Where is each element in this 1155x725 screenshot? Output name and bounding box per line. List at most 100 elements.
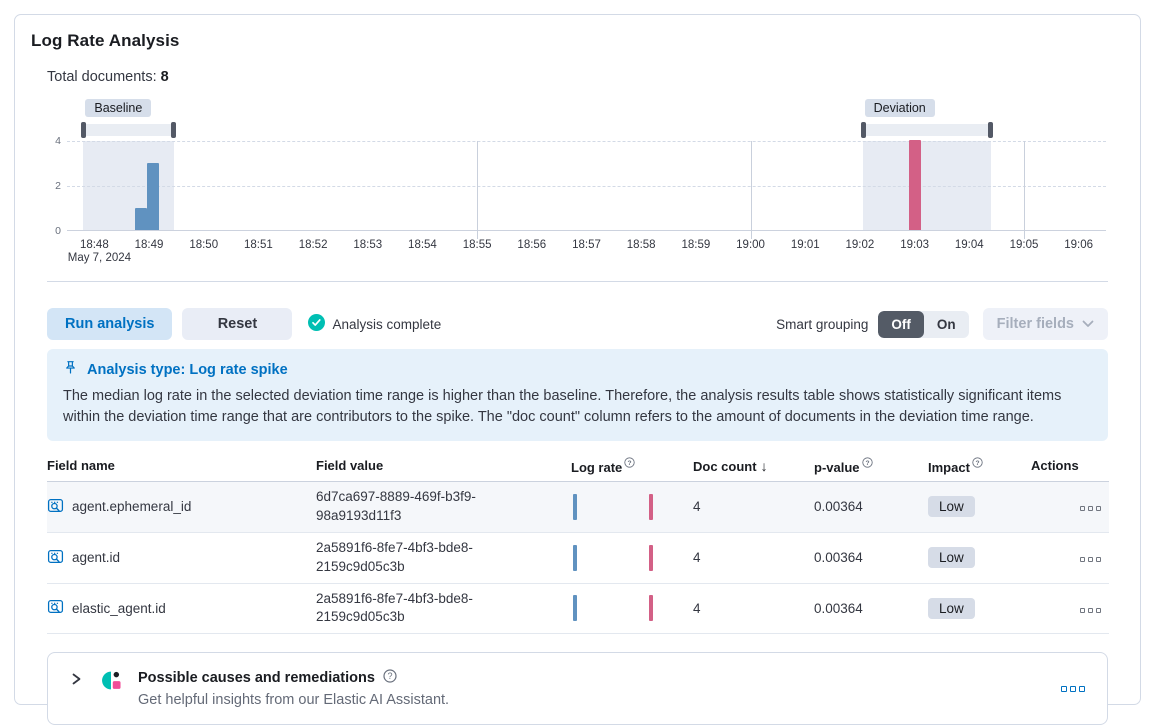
table-row: agent.id 2a5891f6-8fe7-4bf3-bde8-2159c9d0… xyxy=(47,532,1109,584)
field-name: agent.id xyxy=(72,550,121,566)
total-documents-label: Total documents: xyxy=(47,69,157,85)
impact-badge: Low xyxy=(928,597,975,619)
column-header-impact[interactable]: Impact? xyxy=(928,453,1031,483)
smart-grouping-toggle[interactable]: Off On xyxy=(878,310,969,338)
x-axis-tick-label: 18:59 xyxy=(681,239,711,251)
column-header-actions: Actions xyxy=(1031,453,1109,483)
baseline-rate-bar xyxy=(573,595,577,622)
baseline-badge: Baseline xyxy=(85,99,152,117)
row-actions-icon[interactable] xyxy=(1080,607,1101,613)
total-documents-value: 8 xyxy=(160,69,169,85)
smart-grouping-label: Smart grouping xyxy=(776,316,869,332)
impact-badge: Low xyxy=(928,547,975,569)
chart-plot-area[interactable] xyxy=(67,140,1106,239)
chart-brush-track[interactable] xyxy=(67,122,1106,139)
x-axis-tick-label: 18:49 xyxy=(134,239,164,251)
analysis-type-callout: Analysis type: Log rate spike The median… xyxy=(47,349,1108,442)
deviation-rate-bar xyxy=(649,544,653,571)
chevron-down-icon xyxy=(1082,316,1094,332)
check-circle-icon xyxy=(308,314,326,334)
sort-desc-icon: ↓ xyxy=(760,457,768,474)
field-name: agent.ephemeral_id xyxy=(72,499,192,515)
run-analysis-button[interactable]: Run analysis xyxy=(47,308,173,340)
impact-badge: Low xyxy=(928,496,975,518)
section-divider xyxy=(47,281,1108,282)
toggle-off-option[interactable]: Off xyxy=(878,310,924,338)
log-rate-mini-chart xyxy=(571,594,663,622)
field-inspect-icon[interactable] xyxy=(47,548,64,568)
log-rate-mini-chart xyxy=(571,493,663,521)
field-value: 6d7ca697-8889-469f-b3f9-98a9193d11f3 xyxy=(316,489,476,523)
x-axis-tick-label: 18:50 xyxy=(189,239,219,251)
total-documents: Total documents: 8 xyxy=(47,69,1108,85)
analysis-status: Analysis complete xyxy=(308,314,441,334)
svg-text:?: ? xyxy=(387,671,392,681)
ai-assistant-panel[interactable]: Possible causes and remediations ? Get h… xyxy=(47,652,1108,725)
chevron-right-icon[interactable] xyxy=(70,672,83,689)
y-axis-tick-label: 2 xyxy=(55,180,61,192)
doc-count-value: 4 xyxy=(693,600,701,616)
deviation-badge: Deviation xyxy=(864,99,935,117)
callout-title: Analysis type: Log rate spike xyxy=(87,361,288,378)
x-axis-tick-label: 18:51 xyxy=(244,239,273,251)
field-inspect-icon[interactable] xyxy=(47,598,64,618)
analysis-status-label: Analysis complete xyxy=(332,316,442,332)
brush-handle[interactable] xyxy=(170,122,176,138)
column-header-p-value[interactable]: p-value? xyxy=(814,453,928,483)
x-axis-tick-label: 18:58 xyxy=(626,239,656,251)
ai-panel-title: Possible causes and remediations xyxy=(138,669,375,686)
ai-assistant-icon xyxy=(101,670,122,694)
y-axis-tick-label: 4 xyxy=(55,135,61,147)
y-axis-tick-label: 0 xyxy=(55,225,61,237)
help-circle-icon[interactable]: ? xyxy=(383,669,397,686)
x-axis-tick-label: 18:57 xyxy=(572,239,601,251)
info-circle-icon[interactable]: ? xyxy=(861,456,873,471)
info-circle-icon[interactable]: ? xyxy=(624,456,635,471)
column-header-field-value[interactable]: Field value xyxy=(316,453,571,483)
x-axis-tick-label: 19:03 xyxy=(900,239,929,251)
deviation-brush[interactable] xyxy=(860,122,994,138)
chart-y-axis: 0 2 4 xyxy=(47,99,63,239)
table-row: elastic_agent.id 2a5891f6-8fe7-4bf3-bde8-… xyxy=(47,583,1109,635)
x-axis-tick-label: 19:05 xyxy=(1009,239,1039,251)
column-header-log-rate[interactable]: Log rate? xyxy=(571,453,693,483)
svg-text:?: ? xyxy=(975,460,979,467)
analysis-results-table: Field name Field value Log rate? Doc cou… xyxy=(47,453,1109,635)
x-axis-date-label: May 7, 2024 xyxy=(67,252,132,264)
x-axis-tick-label: 18:54 xyxy=(408,239,437,251)
doc-count-value: 4 xyxy=(693,499,701,515)
toggle-on-option[interactable]: On xyxy=(936,316,956,332)
x-axis-tick-label: 19:01 xyxy=(790,239,820,251)
x-axis-tick-label: 18:55 xyxy=(462,239,492,251)
info-circle-icon[interactable]: ? xyxy=(972,456,983,471)
filter-fields-label: Filter fields xyxy=(996,316,1074,332)
page-title: Log Rate Analysis xyxy=(31,31,180,50)
log-rate-analysis-panel: Log Rate Analysis Total documents: 8 0 2 4… xyxy=(14,14,1141,725)
column-header-doc-count[interactable]: Doc count ↓ xyxy=(693,453,814,483)
actions-menu-icon[interactable] xyxy=(1061,685,1085,692)
field-value: 2a5891f6-8fe7-4bf3-bde8-2159c9d05c3b xyxy=(316,539,473,574)
row-actions-icon[interactable] xyxy=(1080,557,1101,563)
baseline-brush[interactable] xyxy=(81,122,176,138)
field-value: 2a5891f6-8fe7-4bf3-bde8-2159c9d05c3b xyxy=(316,590,473,625)
deviation-rate-bar xyxy=(649,595,653,622)
svg-text:?: ? xyxy=(628,460,632,467)
baseline-rate-bar xyxy=(573,493,577,520)
brush-handle[interactable] xyxy=(860,122,866,138)
filter-fields-button[interactable]: Filter fields xyxy=(982,308,1108,340)
doc-count-bar xyxy=(134,207,147,230)
ai-panel-subtitle: Get helpful insights from our Elastic AI… xyxy=(138,692,450,709)
reset-button[interactable]: Reset xyxy=(182,308,293,340)
column-header-field-name[interactable]: Field name xyxy=(47,453,316,483)
callout-body: The median log rate in the selected devi… xyxy=(63,388,1062,426)
x-axis-tick-label: 19:02 xyxy=(845,239,875,251)
p-value: 0.00364 xyxy=(814,499,863,515)
field-inspect-icon[interactable] xyxy=(47,497,64,517)
doc-count-bar xyxy=(908,140,921,230)
chart-x-axis: 18:48 18:49 18:50 18:51 18:52 18:53 18:54 18:55… xyxy=(67,236,1106,264)
row-actions-icon[interactable] xyxy=(1080,506,1101,512)
x-axis-tick-label: 19:06 xyxy=(1064,239,1094,251)
brush-handle[interactable] xyxy=(81,122,87,138)
brush-handle[interactable] xyxy=(988,122,994,138)
